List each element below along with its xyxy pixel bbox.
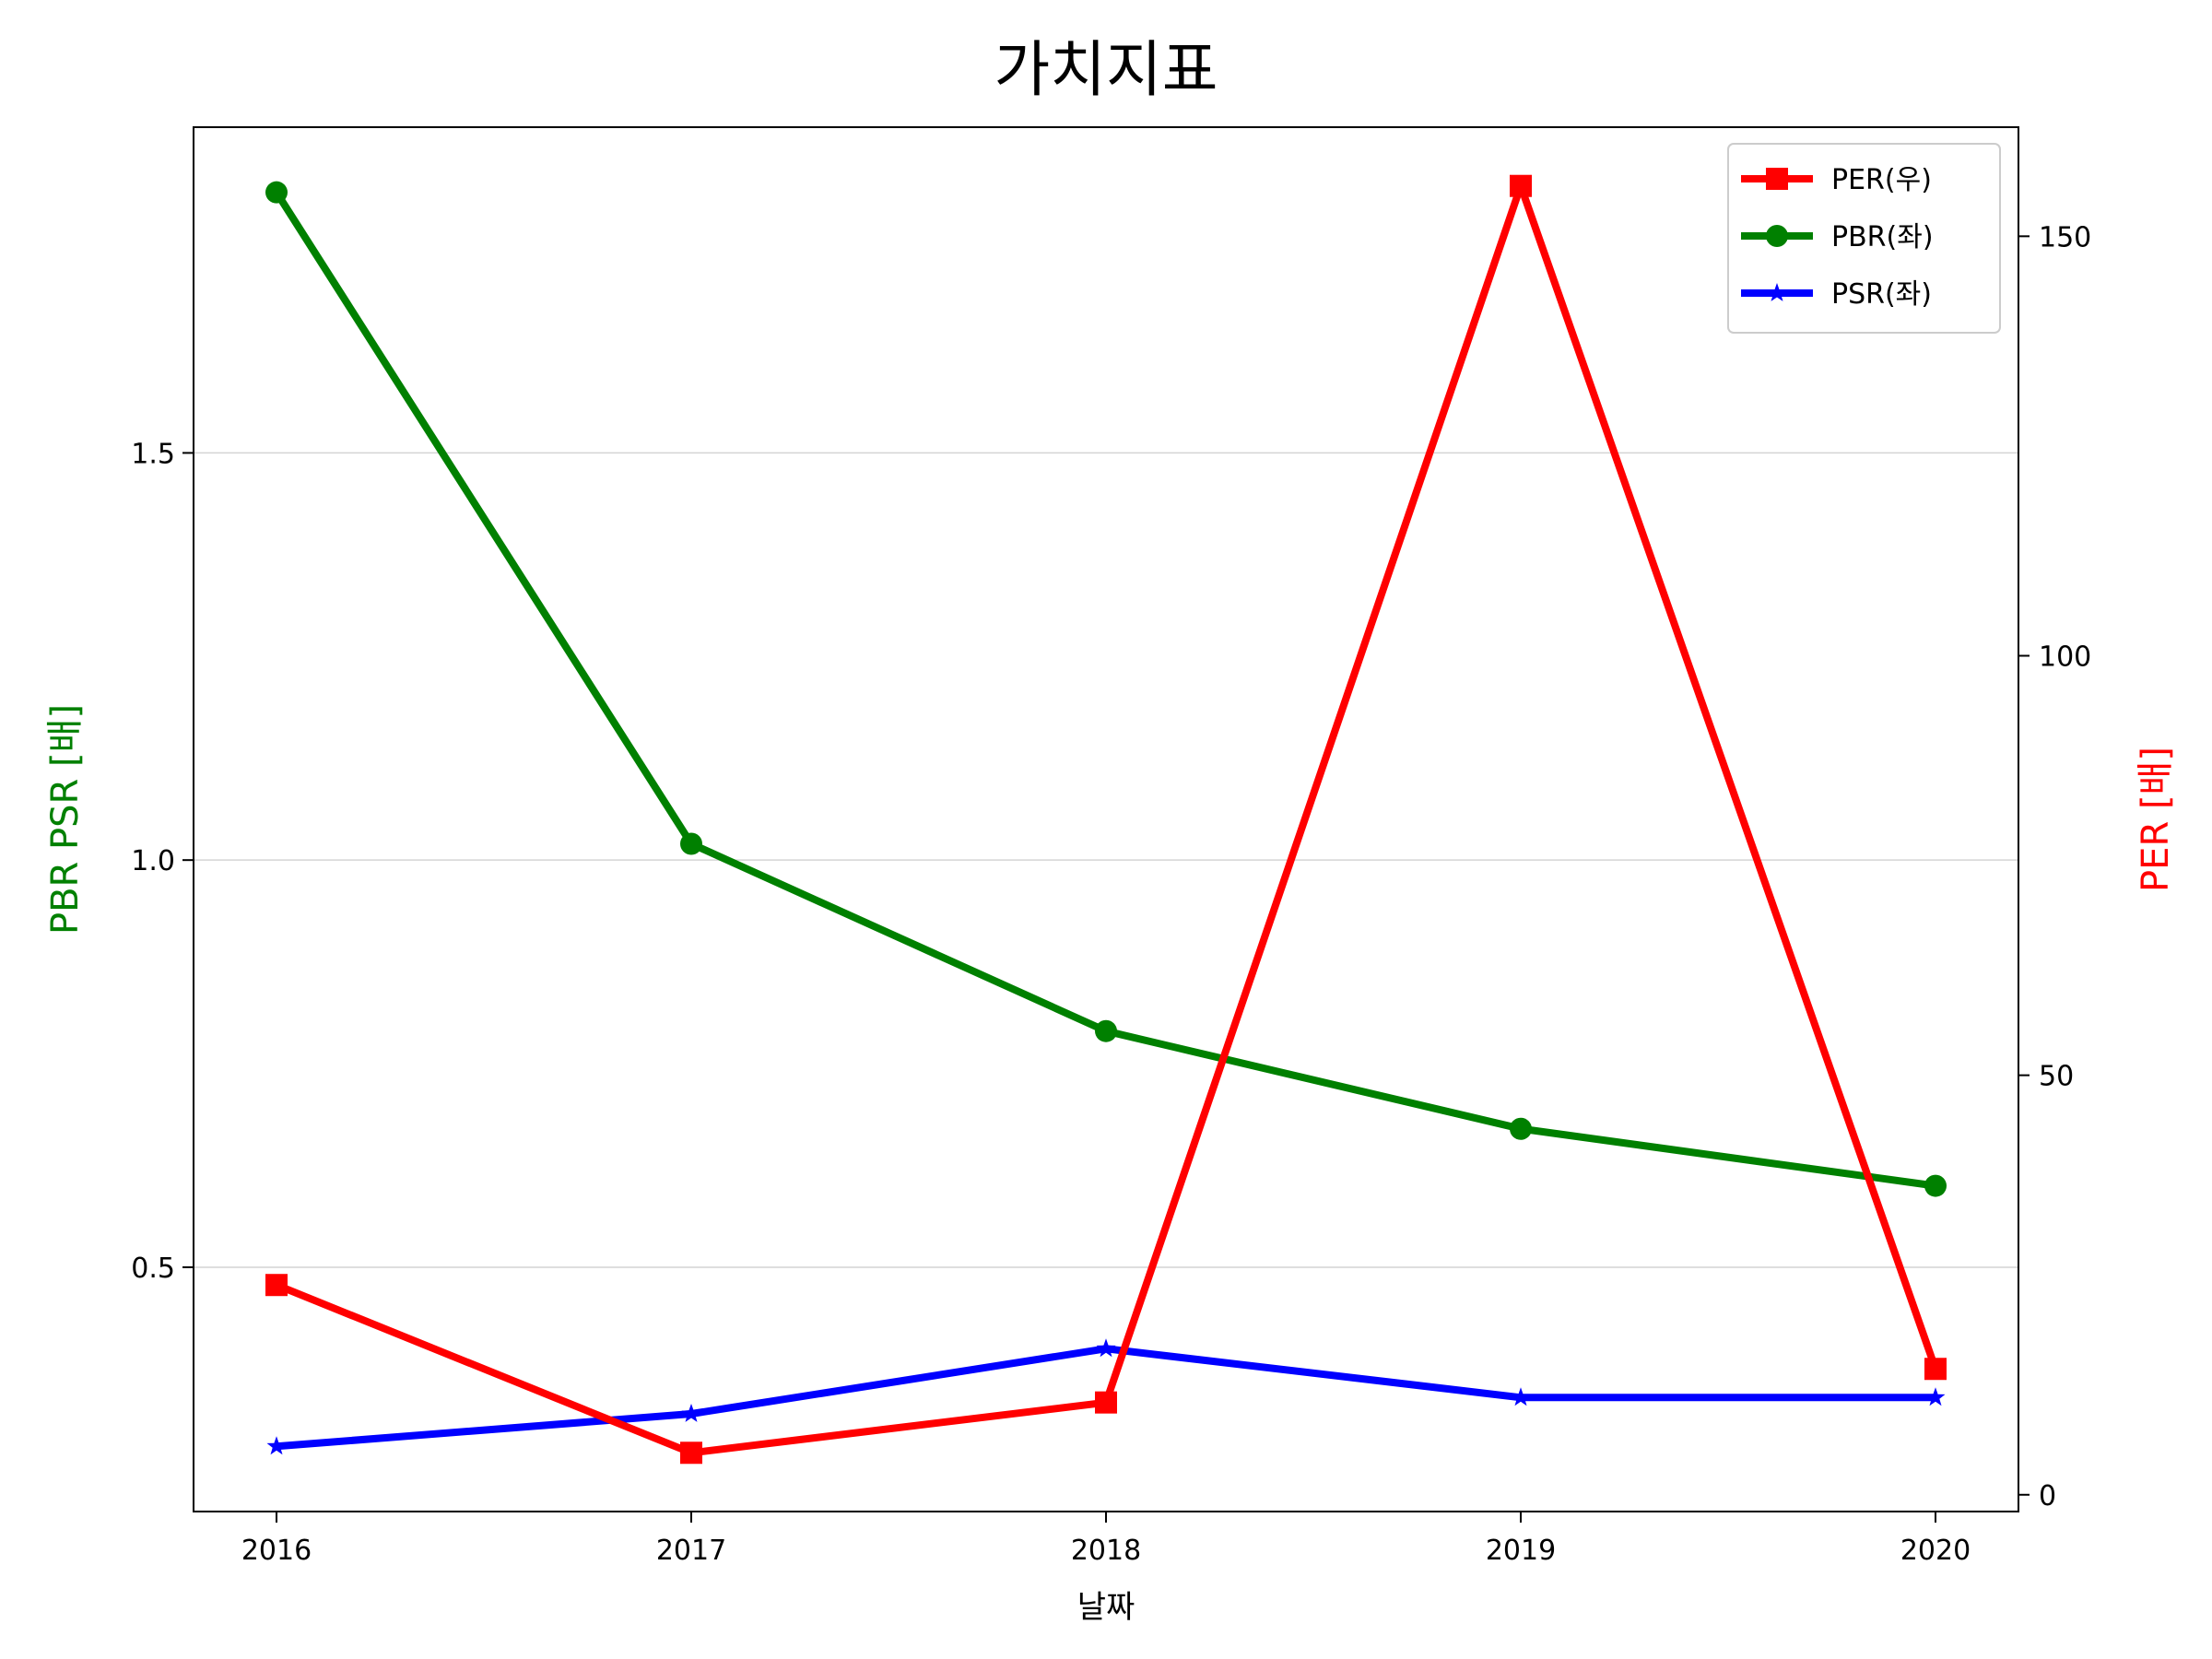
legend-swatch-marker [1766, 168, 1788, 190]
data-point [681, 1404, 701, 1422]
y-right-tick-label: 0 [2039, 1480, 2056, 1512]
x-tick-label: 2017 [656, 1535, 726, 1567]
y-right-tick-label: 50 [2039, 1061, 2074, 1093]
data-point [1925, 1387, 1946, 1406]
grid-lines [194, 452, 2018, 1268]
x-tick-label: 2019 [1486, 1535, 1556, 1567]
plot-series [265, 174, 1947, 1465]
data-point [680, 832, 702, 855]
x-tick-label: 2020 [1900, 1535, 1971, 1567]
legend-label: PBR(좌) [1831, 221, 1934, 253]
legend-label: PSR(좌) [1831, 278, 1932, 311]
legend-swatch-marker [1766, 225, 1788, 247]
series-square-right [265, 174, 1947, 1465]
legend-item[interactable]: PBR(좌) [1741, 221, 1934, 253]
data-point [1510, 174, 1532, 197]
data-point [1924, 1358, 1947, 1381]
legend-item[interactable]: PSR(좌) [1741, 278, 1932, 311]
data-point [265, 1274, 288, 1297]
data-point [1096, 1338, 1116, 1358]
series-star-left [266, 1338, 1946, 1455]
y-left-tick-label: 1.5 [131, 438, 175, 470]
legend-swatch-marker [1767, 283, 1787, 301]
y-right-tick-label: 150 [2039, 221, 2091, 253]
data-point [1511, 1387, 1531, 1406]
x-axis: 2016 2017 2018 2019 2020 [241, 1512, 1971, 1567]
y-axis-left-label: PBR PSR [배] [44, 704, 87, 935]
legend-item[interactable]: PER(우) [1741, 164, 1932, 196]
x-axis-label: 날짜 [1077, 1589, 1135, 1626]
y-axis-right: 0 50 100 150 [2018, 221, 2091, 1512]
x-tick-label: 2016 [241, 1535, 312, 1567]
data-point [1510, 1117, 1532, 1140]
data-point [1095, 1019, 1117, 1042]
data-point [265, 181, 288, 204]
data-point [1095, 1391, 1117, 1414]
data-point [680, 1441, 702, 1465]
y-axis-right-label: PER [배] [2135, 747, 2177, 892]
data-point [266, 1436, 287, 1455]
y-left-tick-label: 0.5 [131, 1253, 175, 1285]
y-left-tick-label: 1.0 [131, 845, 175, 877]
series-circle-left [265, 181, 1947, 1197]
legend-box [1727, 143, 2001, 334]
legend[interactable]: PER(우) PBR(좌) PSR(좌) [1727, 143, 2001, 334]
x-tick-label: 2018 [1071, 1535, 1141, 1567]
y-axis-left: 0.5 1.0 1.5 [131, 438, 194, 1285]
y-right-tick-label: 100 [2039, 641, 2091, 673]
data-point [1924, 1174, 1947, 1197]
chart-title: 가치지표 [994, 34, 1218, 105]
legend-label: PER(우) [1831, 164, 1932, 196]
